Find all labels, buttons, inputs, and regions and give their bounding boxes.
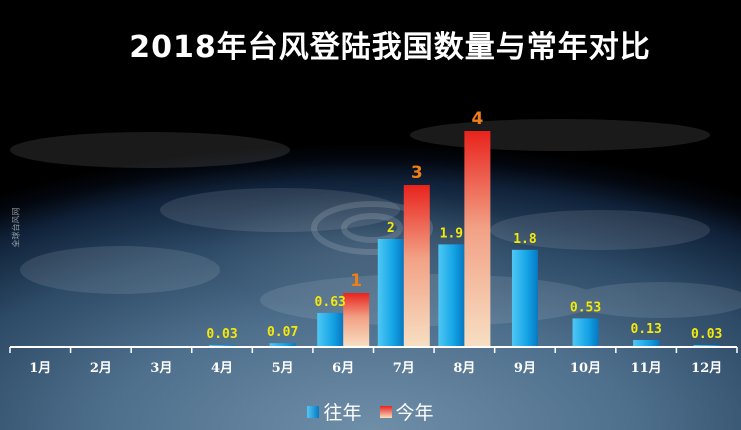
bar-series-1 <box>269 343 296 347</box>
data-label-series-1: 0.53 <box>570 300 601 315</box>
data-label-series-1: 0.07 <box>267 325 298 340</box>
data-label-series-1: 1.8 <box>513 232 537 247</box>
data-label-series-1: 0.03 <box>691 327 722 342</box>
legend-swatch-series-2 <box>379 406 392 418</box>
bar-series-2 <box>464 131 491 347</box>
legend-label-series-2: 今年 <box>395 402 434 424</box>
x-tick-label: 10月 <box>570 361 601 376</box>
bar-series-1 <box>377 239 404 347</box>
legend-swatch-series-1 <box>307 406 320 418</box>
data-label-series-1: 0.13 <box>630 322 661 337</box>
bar-series-2 <box>343 293 370 347</box>
data-label-series-1: 0.03 <box>206 327 237 342</box>
legend: 往年 今年 <box>0 398 741 425</box>
x-tick-label: 7月 <box>393 361 415 376</box>
legend-item-series-1: 往年 <box>307 398 361 425</box>
x-tick-label: 1月 <box>29 361 51 376</box>
data-label-series-1: 2 <box>387 221 395 236</box>
bar-series-1 <box>317 312 344 347</box>
bar-series-1 <box>633 339 660 347</box>
x-tick-label: 4月 <box>211 361 233 376</box>
bar-series-2 <box>403 185 430 347</box>
x-tick-label: 12月 <box>691 361 722 376</box>
x-tick-label: 2月 <box>90 361 112 376</box>
data-label-series-1: 0.63 <box>315 295 346 310</box>
legend-label-series-1: 往年 <box>323 402 362 424</box>
bar-series-1 <box>438 244 465 347</box>
x-tick-label: 8月 <box>453 361 475 376</box>
chart-title: 2018年台风登陆我国数量与常年对比 <box>129 30 651 65</box>
legend-item-series-2: 今年 <box>379 398 434 425</box>
x-tick-label: 9月 <box>514 361 536 376</box>
data-label-series-2: 1 <box>350 271 362 291</box>
x-tick-label: 11月 <box>631 361 662 376</box>
x-tick-label: 3月 <box>150 361 172 376</box>
x-tick-label: 5月 <box>272 361 294 376</box>
data-label-series-1: 1.9 <box>440 226 463 241</box>
data-label-series-2: 3 <box>411 163 423 183</box>
bar-series-1 <box>572 318 599 347</box>
data-label-series-2: 4 <box>471 109 483 129</box>
x-tick-label: 6月 <box>332 361 354 376</box>
bar-series-1 <box>511 249 538 347</box>
